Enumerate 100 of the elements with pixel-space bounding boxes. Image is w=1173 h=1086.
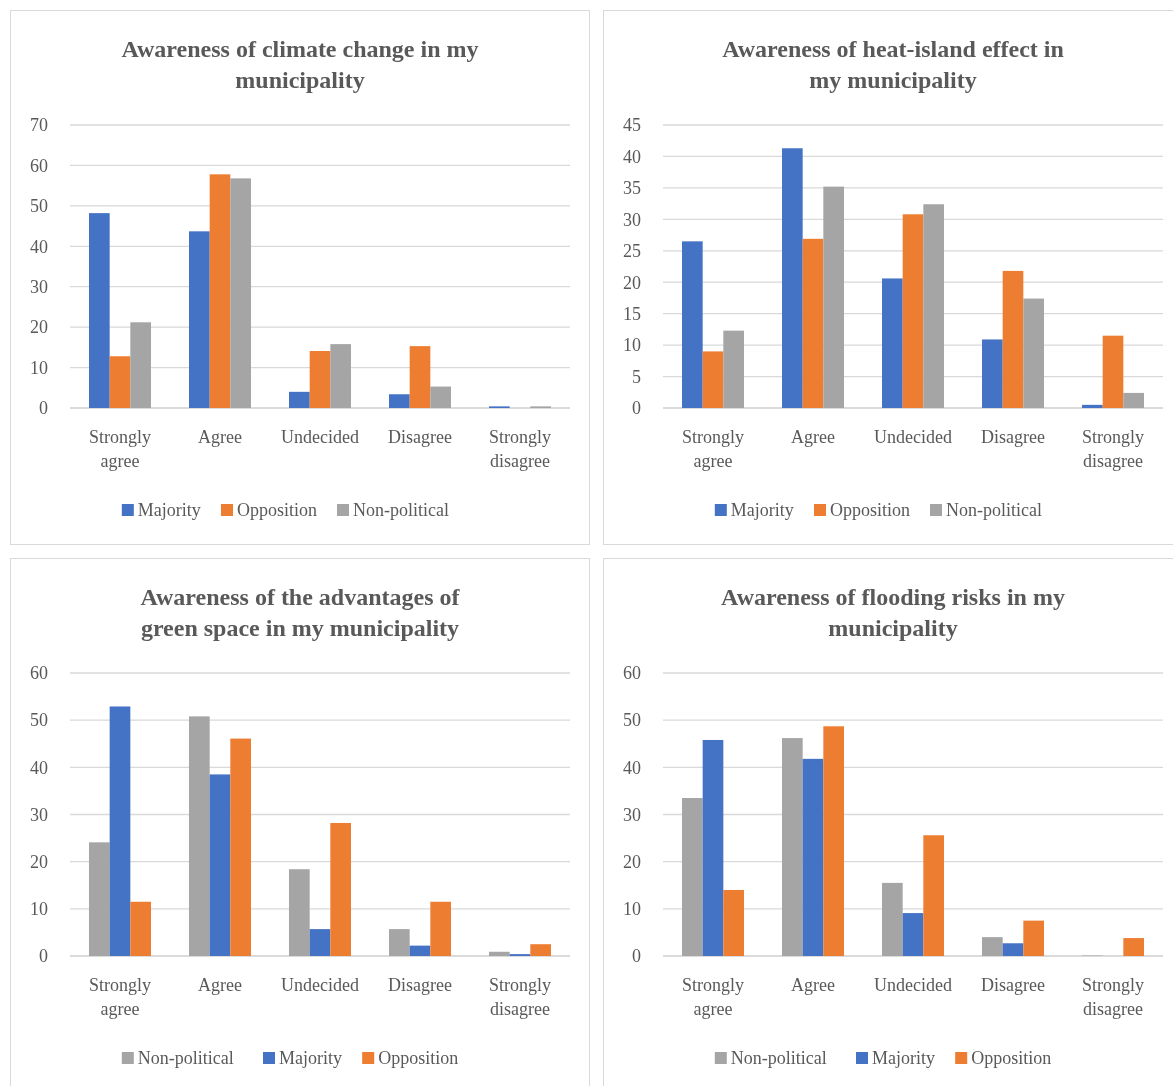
y-tick-label: 45 [623,115,641,136]
x-tick-label: Disagree [388,427,452,447]
y-tick-label: 30 [623,804,641,825]
bar [723,889,744,956]
bar [802,238,824,408]
bar [109,356,131,408]
y-tick-label: 40 [30,236,48,257]
x-tick-label: Strongly disagree [488,975,552,1019]
bar [189,716,210,956]
bar [702,739,724,956]
bar [1123,938,1144,956]
y-tick-label: 35 [623,178,641,199]
y-tick-label: 20 [623,851,641,872]
bar [409,346,431,408]
y-tick-label: 20 [30,851,48,872]
bar [409,945,431,956]
legend-label: Opposition [830,500,911,521]
x-tick-label: Strongly agree [88,427,152,471]
y-tick-label: 60 [30,663,48,684]
x-tick-label: Disagree [388,975,452,995]
bar [882,278,903,408]
y-tick-label: 10 [30,357,48,378]
x-tick-label: Undecided [281,427,359,447]
bar [682,241,703,408]
bar [823,726,844,956]
x-tick-label: Undecided [874,427,952,447]
bar [89,213,110,408]
bar [330,822,351,956]
bar [723,330,744,408]
chart-title: Awareness of heat-island effect in my municipality [722,36,1064,93]
x-tick-label: Agree [198,975,242,995]
x-tick-label: Strongly agree [88,975,152,1019]
bar [1123,392,1144,408]
legend-label: Majority [137,500,201,521]
bar [1102,335,1124,408]
x-tick-label: Undecided [874,975,952,995]
bar [230,738,251,956]
bar [389,929,410,956]
legend-label: Opposition [378,1048,459,1069]
y-tick-label: 50 [623,710,641,731]
bar [209,174,231,408]
bar [1023,920,1044,956]
x-tick-label: Undecided [281,975,359,995]
legend-label: Opposition [971,1048,1052,1069]
y-tick-label: 40 [30,757,48,778]
x-tick-label: Agree [198,427,242,447]
bar [923,835,944,956]
x-tick-label: Agree [791,975,835,995]
x-tick-label: Strongly disagree [1081,975,1145,1019]
x-tick-label: Strongly agree [681,427,745,471]
bar [430,386,451,408]
legend-label: Majority [872,1048,935,1069]
x-tick-label: Strongly disagree [488,427,552,471]
bar [782,738,803,956]
bar [902,913,924,956]
bar [1082,404,1103,408]
y-tick-label: 0 [632,398,641,419]
bar [802,758,824,956]
y-tick-label: 15 [623,303,641,324]
y-tick-label: 40 [623,146,641,167]
y-tick-label: 50 [30,710,48,731]
bar [289,869,310,956]
x-tick-label: Disagree [981,975,1045,995]
bar [330,344,351,408]
bar [882,882,903,956]
bar [923,204,944,408]
x-tick-label: Strongly disagree [1081,427,1145,471]
bar [189,231,210,408]
chart-title: Awareness of the advantages of green space in my municipality [140,584,461,641]
y-tick-label: 60 [30,155,48,176]
x-tick-label: Agree [791,427,835,447]
bar [309,351,331,408]
y-tick-label: 30 [30,277,48,298]
legend-label: Opposition [237,500,318,521]
y-tick-label: 20 [30,317,48,338]
y-tick-label: 20 [623,272,641,293]
y-tick-label: 5 [632,366,641,387]
bar [982,339,1003,408]
y-tick-label: 70 [30,115,48,136]
bar [209,774,231,956]
bar [130,901,151,956]
bar [89,842,110,956]
bar [1002,270,1024,408]
bar [702,351,724,408]
bar [823,186,844,408]
y-tick-label: 0 [39,398,48,419]
bar [1023,298,1044,408]
bar [489,951,510,956]
bar [230,178,251,408]
legend-label: Non-political [353,500,449,521]
bar [309,929,331,956]
bar [782,148,803,408]
bar [1002,943,1024,956]
bar [130,322,151,408]
bar [982,937,1003,956]
bar [682,797,703,956]
bar [430,901,451,956]
y-tick-label: 10 [623,335,641,356]
y-tick-label: 10 [30,899,48,920]
y-tick-label: 60 [623,663,641,684]
